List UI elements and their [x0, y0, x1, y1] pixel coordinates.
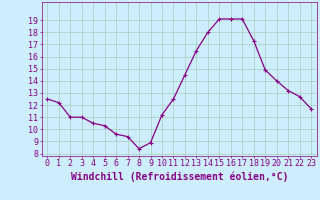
X-axis label: Windchill (Refroidissement éolien,°C): Windchill (Refroidissement éolien,°C)	[70, 171, 288, 182]
